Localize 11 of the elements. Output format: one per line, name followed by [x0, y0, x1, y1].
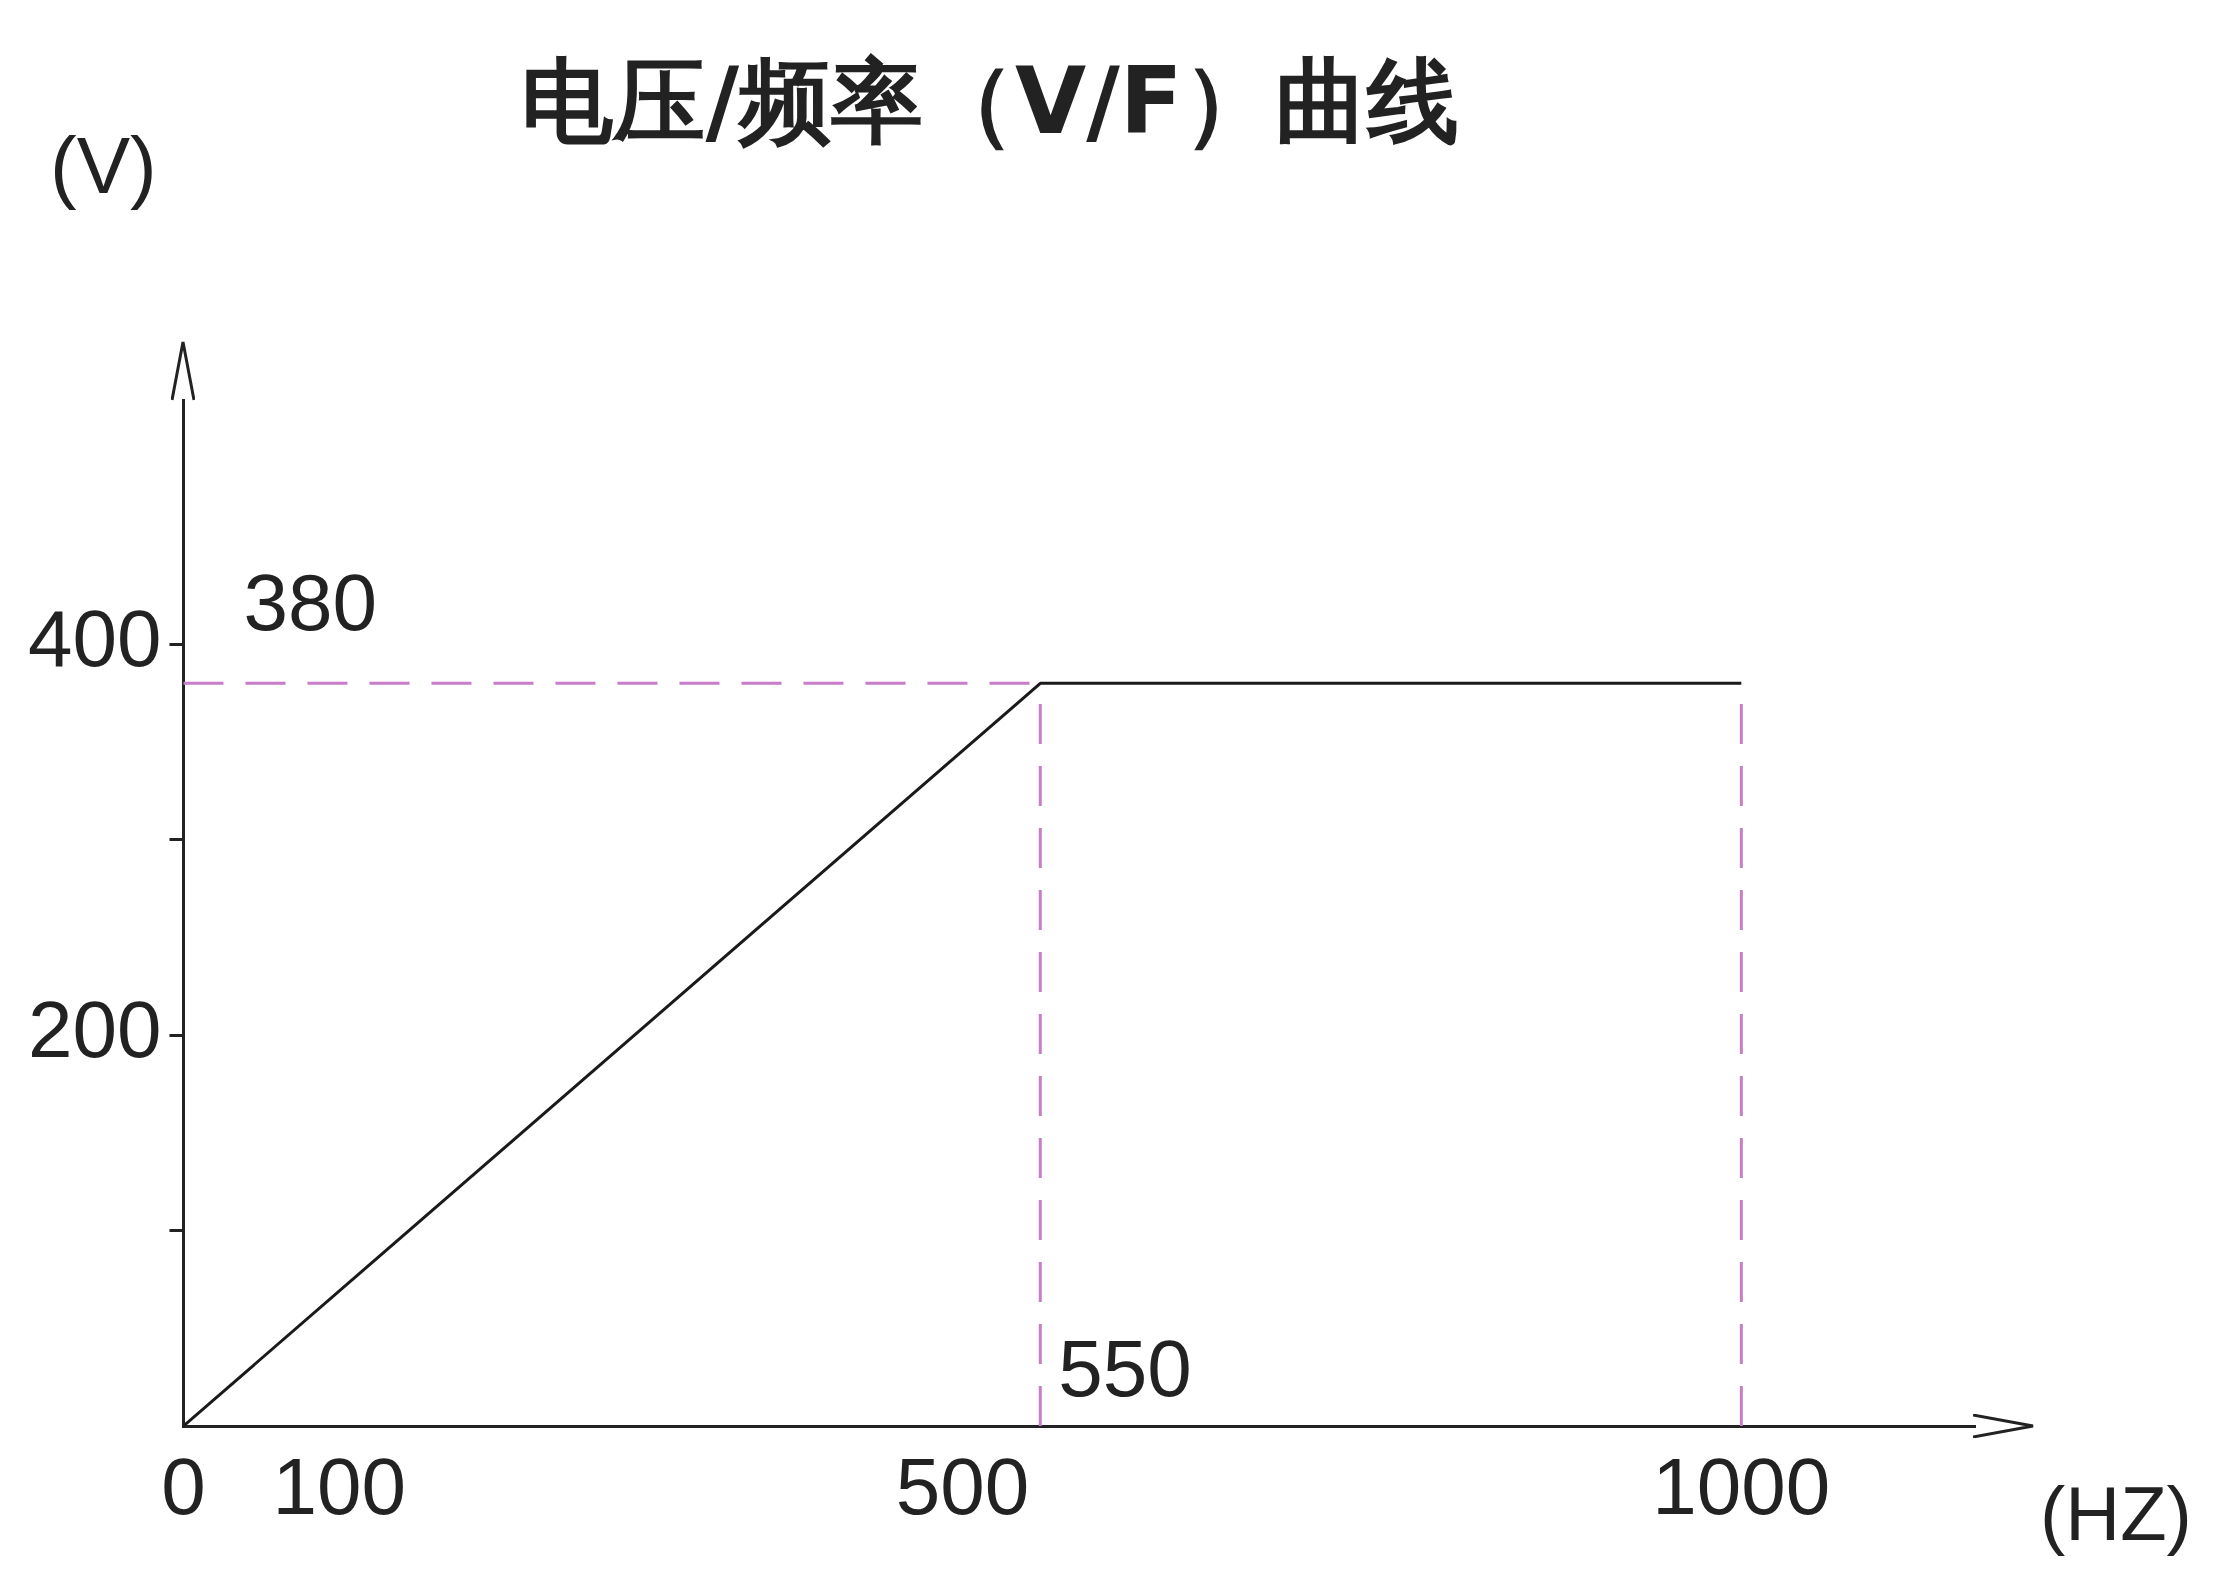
y-tick-label: 200 [27, 985, 162, 1075]
ref-line-label: 380 [243, 558, 377, 648]
chart-title: 电压/频率（V/F）曲线 [521, 48, 1459, 155]
x-tick-label: 100 [272, 1442, 406, 1532]
y-tick-label: 400 [27, 594, 162, 684]
ref-line-label: 550 [1058, 1324, 1192, 1414]
x-axis-title: (HZ) [2040, 1470, 2192, 1557]
y-axis-title: (V) [50, 120, 157, 212]
x-tick-label: 1000 [1652, 1442, 1831, 1532]
x-tick-label: 500 [895, 1442, 1030, 1532]
x-tick-label: 0 [161, 1442, 206, 1532]
